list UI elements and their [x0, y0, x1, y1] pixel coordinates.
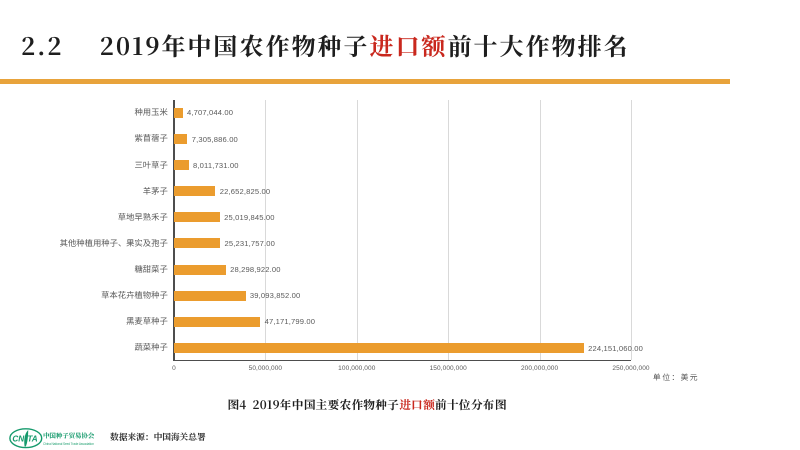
svg-text:TA: TA — [27, 434, 37, 443]
svg-text:CN: CN — [12, 434, 25, 443]
